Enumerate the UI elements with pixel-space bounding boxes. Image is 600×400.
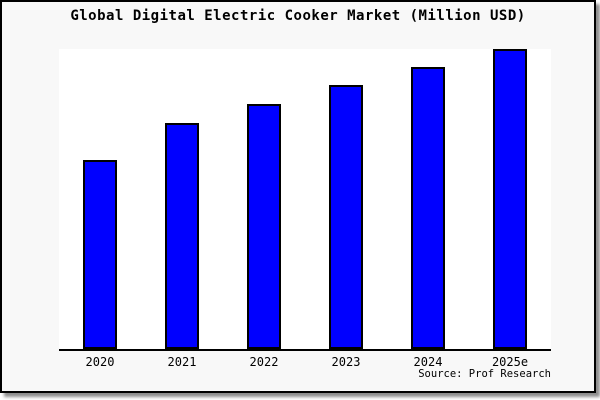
plot-area: [59, 49, 551, 351]
x-tick-label-2023: 2023: [331, 355, 361, 369]
x-tick-label-2024: 2024: [413, 355, 443, 369]
x-axis-labels: 2020 2021 2022 2023 2024 2025e: [59, 355, 551, 369]
bars-container: [59, 49, 551, 349]
bar-column-2021: [141, 49, 223, 349]
source-credit: Source: Prof Research: [418, 368, 551, 380]
bar-2020: [83, 160, 117, 349]
bar-column-2025e: [469, 49, 551, 349]
bar-2022: [247, 104, 281, 349]
bar-2024: [411, 67, 445, 349]
x-axis-line: [59, 349, 551, 351]
bar-column-2022: [223, 49, 305, 349]
bar-column-2024: [387, 49, 469, 349]
bar-column-2023: [305, 49, 387, 349]
chart-panel: Global Digital Electric Cooker Market (M…: [0, 0, 596, 393]
x-tick-label-2020: 2020: [85, 355, 115, 369]
chart-title: Global Digital Electric Cooker Market (M…: [70, 8, 526, 24]
bar-2021: [165, 123, 199, 349]
x-tick-label-2025e: 2025e: [491, 355, 529, 369]
bar-column-2020: [59, 49, 141, 349]
bar-2025e: [493, 49, 527, 349]
x-tick-label-2021: 2021: [167, 355, 197, 369]
x-tick-label-2022: 2022: [249, 355, 279, 369]
bar-2023: [329, 85, 363, 349]
